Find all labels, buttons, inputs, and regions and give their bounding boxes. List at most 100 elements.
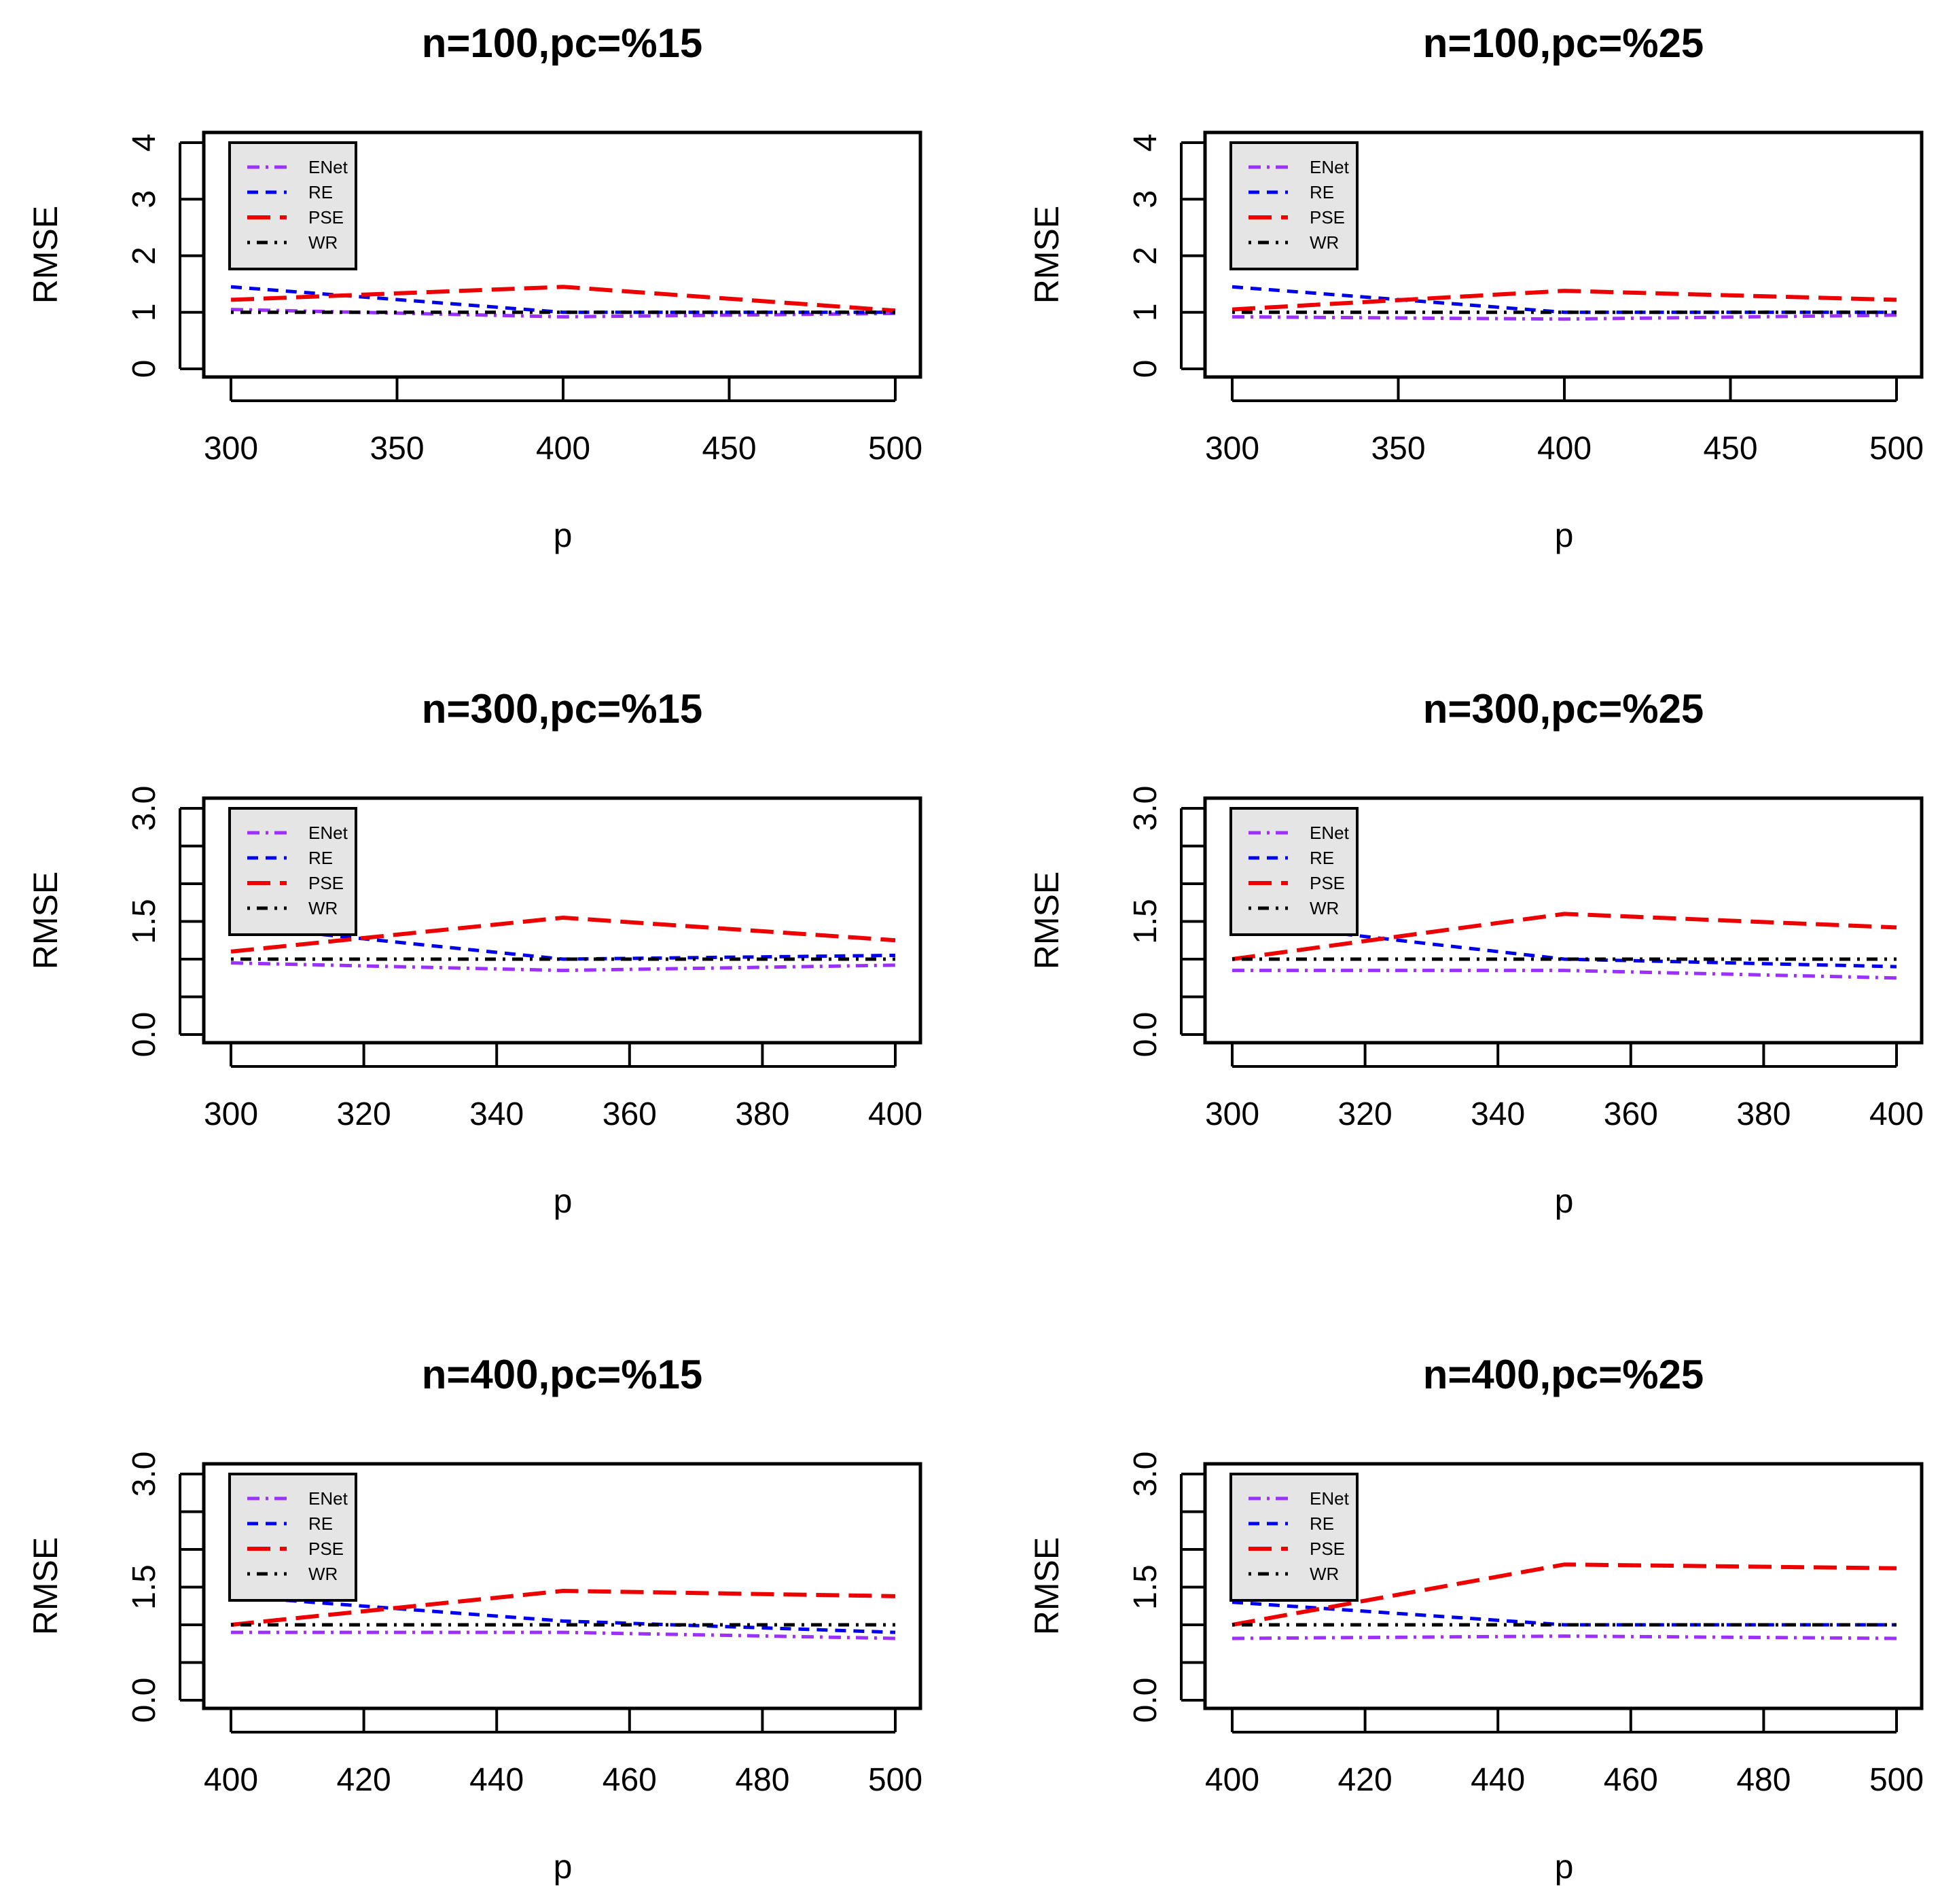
panel-title: n=300,pc=%15 xyxy=(422,686,703,732)
x-tick-label: 360 xyxy=(1604,1096,1658,1132)
panel-3: n=300,pc=%15 0.0 1.5 3.0 300 320 340 360 380 400 p… xyxy=(26,686,922,1220)
y-tick-label: 1.5 xyxy=(1128,899,1164,944)
panel-title: n=100,pc=%15 xyxy=(422,20,703,66)
x-tick-label: 480 xyxy=(1736,1762,1791,1798)
x-axis-label: p xyxy=(1555,1182,1574,1220)
y-tick-label: 0.0 xyxy=(126,1012,162,1058)
y-tick-label: 1.5 xyxy=(126,1564,162,1610)
series-line-re xyxy=(230,285,895,315)
x-axis-label: p xyxy=(554,1848,573,1886)
series-line-enet xyxy=(230,961,896,973)
y-tick-label: 0 xyxy=(126,360,162,378)
x-tick-label: 300 xyxy=(204,1096,258,1132)
legend-label-pse: PSE xyxy=(1310,207,1345,228)
legend-box xyxy=(1229,807,1359,936)
y-axis-label: RMSE xyxy=(1028,872,1066,969)
series-line-pse xyxy=(1232,1562,1897,1627)
x-tick-label: 500 xyxy=(868,431,922,467)
x-tick-label: 500 xyxy=(868,1762,922,1798)
y-tick-label: 4 xyxy=(1128,134,1164,152)
x-tick-label: 460 xyxy=(603,1762,657,1798)
series-line-enet xyxy=(1232,1634,1897,1640)
series-line-pse xyxy=(230,915,896,954)
x-tick-label: 320 xyxy=(1338,1096,1393,1132)
x-tick-label: 500 xyxy=(1869,431,1924,467)
x-tick-label: 360 xyxy=(603,1096,657,1132)
legend-label-wr: WR xyxy=(308,232,338,253)
legend-label-pse: PSE xyxy=(1310,873,1345,893)
x-tick-label: 440 xyxy=(1471,1762,1525,1798)
y-tick-label: 4 xyxy=(126,134,162,152)
series-line-enet xyxy=(1232,313,1897,321)
legend-label-enet: ENet xyxy=(1310,1488,1350,1509)
x-tick-label: 340 xyxy=(469,1096,524,1132)
panel-6: n=400,pc=%25 0.0 1.5 3.0 400 420 440 460 480 500 p… xyxy=(1028,1352,1924,1886)
legend-box xyxy=(1229,1473,1359,1602)
y-tick-label: 3.0 xyxy=(1128,786,1164,831)
series-line-pse xyxy=(230,285,896,313)
y-tick-label: 1.5 xyxy=(126,899,162,944)
series-line-pse xyxy=(230,1589,896,1627)
panel-1: n=100,pc=%15 0 1 2 3 4 300 350 400 450 500 p RMSE ENe… xyxy=(26,20,922,554)
y-tick-label: 0.0 xyxy=(1128,1678,1164,1723)
x-axis-label: p xyxy=(1555,1848,1574,1886)
y-tick-label: 3.0 xyxy=(126,786,162,831)
y-tick-label: 0.0 xyxy=(1128,1012,1164,1058)
x-tick-label: 350 xyxy=(370,431,424,467)
x-tick-label: 400 xyxy=(1537,431,1592,467)
legend-label-re: RE xyxy=(308,848,333,868)
y-tick-label: 3.0 xyxy=(126,1452,162,1497)
legend-label-re: RE xyxy=(308,1513,333,1534)
y-tick-label: 3 xyxy=(126,190,162,209)
legend-box xyxy=(228,1473,357,1602)
legend-label-pse: PSE xyxy=(1310,1539,1345,1559)
panel-4: n=300,pc=%25 0.0 1.5 3.0 300 320 340 360 380 400 p… xyxy=(1028,686,1924,1220)
legend-label-re: RE xyxy=(308,182,333,202)
legend-label-enet: ENet xyxy=(1310,157,1350,177)
legend-label-pse: PSE xyxy=(308,873,344,893)
y-tick-label: 1 xyxy=(1128,303,1164,321)
x-tick-label: 340 xyxy=(1471,1096,1525,1132)
legend-box xyxy=(228,807,357,936)
y-axis-label: RMSE xyxy=(26,206,65,304)
legend-label-re: RE xyxy=(1310,848,1334,868)
series-line-enet xyxy=(1232,969,1897,980)
legend-label-wr: WR xyxy=(1310,232,1339,253)
legend-label-wr: WR xyxy=(308,898,338,918)
y-axis-label: RMSE xyxy=(1028,1537,1066,1635)
legend-label-pse: PSE xyxy=(308,1539,344,1559)
panel-title: n=300,pc=%25 xyxy=(1423,686,1704,732)
y-tick-label: 2 xyxy=(126,247,162,265)
x-tick-label: 420 xyxy=(337,1762,391,1798)
x-tick-label: 300 xyxy=(1205,431,1259,467)
panel-title: n=400,pc=%15 xyxy=(422,1352,703,1397)
y-axis-label: RMSE xyxy=(26,1537,65,1635)
x-tick-label: 320 xyxy=(337,1096,391,1132)
x-tick-label: 400 xyxy=(536,431,590,467)
x-tick-label: 400 xyxy=(1869,1096,1924,1132)
x-tick-label: 460 xyxy=(1604,1762,1658,1798)
y-tick-label: 3 xyxy=(1128,190,1164,209)
x-tick-label: 500 xyxy=(1869,1762,1924,1798)
legend-label-enet: ENet xyxy=(308,1488,348,1509)
x-tick-label: 400 xyxy=(868,1096,922,1132)
panel-title: n=100,pc=%25 xyxy=(1423,20,1704,66)
x-tick-label: 400 xyxy=(204,1762,258,1798)
x-tick-label: 480 xyxy=(735,1762,789,1798)
series-line-enet xyxy=(231,1630,896,1640)
x-tick-label: 300 xyxy=(1205,1096,1259,1132)
y-tick-label: 2 xyxy=(1128,247,1164,265)
legend-label-wr: WR xyxy=(1310,1564,1339,1584)
y-tick-label: 0 xyxy=(1128,360,1164,378)
series-line-pse xyxy=(1232,912,1897,961)
x-tick-label: 450 xyxy=(1703,431,1757,467)
y-tick-label: 1.5 xyxy=(1128,1564,1164,1610)
legend-label-pse: PSE xyxy=(308,207,344,228)
y-tick-label: 1 xyxy=(126,303,162,321)
series-line-pse xyxy=(1232,289,1897,312)
legend-label-enet: ENet xyxy=(1310,823,1350,843)
y-axis-label: RMSE xyxy=(26,872,65,969)
legend-label-re: RE xyxy=(1310,1513,1334,1534)
panel-2: n=100,pc=%25 0 1 2 3 4 300 350 400 450 500 p RMSE ENe… xyxy=(1028,20,1924,554)
